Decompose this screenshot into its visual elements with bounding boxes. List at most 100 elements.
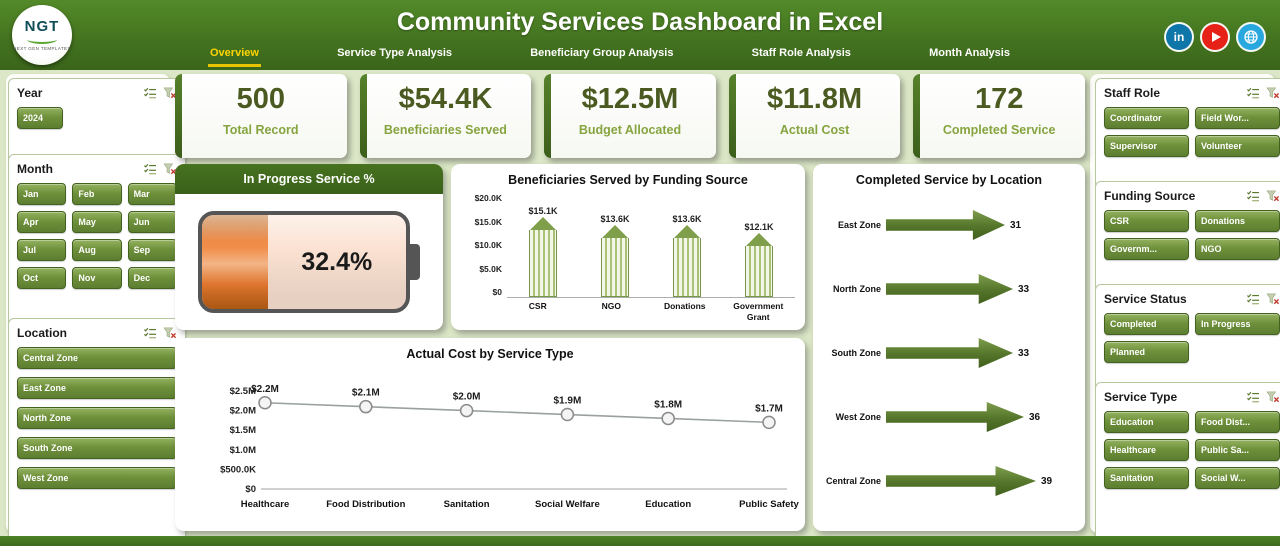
pencil-body xyxy=(529,230,557,297)
slicer-item-2024[interactable]: 2024 xyxy=(17,107,63,129)
clear-filter-icon[interactable] xyxy=(162,162,177,176)
pencil-body xyxy=(673,238,701,297)
y-tick-label: $1.0M xyxy=(230,445,256,456)
kpi-label: Completed Service xyxy=(942,123,1056,138)
value-label: 33 xyxy=(1018,283,1030,295)
battery-body: 32.4% xyxy=(198,211,410,313)
slicer-item-may[interactable]: May xyxy=(72,211,122,233)
slicer-item-sanitation[interactable]: Sanitation xyxy=(1104,467,1189,489)
slicer-item-coordinator[interactable]: Coordinator xyxy=(1104,107,1189,129)
slicer-item-supervisor[interactable]: Supervisor xyxy=(1104,135,1189,157)
slicer-item-social-w[interactable]: Social W... xyxy=(1195,467,1280,489)
slicer-item-education[interactable]: Education xyxy=(1104,411,1189,433)
multiselect-icon[interactable] xyxy=(142,86,157,100)
arrow-row-south-zone: South Zone 33 xyxy=(819,338,1077,368)
slicer-item-jul[interactable]: Jul xyxy=(17,239,67,261)
slicer-item-north-zone[interactable]: North Zone xyxy=(17,407,177,429)
x-axis-label: Government Grant xyxy=(733,301,784,322)
kpi-value: $12.5M xyxy=(581,83,679,115)
slicer-item-apr[interactable]: Apr xyxy=(17,211,67,233)
slicer-item-ngo[interactable]: NGO xyxy=(1195,238,1280,260)
arrow-bar-chart: East Zone 31 North Zone 33 South Zone 33 West … xyxy=(813,189,1085,521)
nav-tab-beneficiary-group-analysis[interactable]: Beneficiary Group Analysis xyxy=(530,47,674,59)
month-slicer: Month Jan Feb Mar Apr May Jun Jul Aug Sep Oct Nov D… xyxy=(8,154,186,328)
service-status-slicer-title: Service Status xyxy=(1104,292,1187,306)
slicer-item-volunteer[interactable]: Volunteer xyxy=(1195,135,1280,157)
slicer-item-donations[interactable]: Donations xyxy=(1195,210,1280,232)
kpi-row: 500 Total Record $54.4K Beneficiaries Serve… xyxy=(175,74,1085,158)
data-point-marker xyxy=(560,407,575,422)
data-point-marker xyxy=(258,396,272,410)
clear-filter-icon[interactable] xyxy=(1265,292,1280,306)
kpi-value: 500 xyxy=(236,83,285,115)
slicer-item-healthcare[interactable]: Healthcare xyxy=(1104,439,1189,461)
multiselect-icon[interactable] xyxy=(1245,189,1260,203)
kpi-card-total-record: 500 Total Record xyxy=(175,74,347,158)
slicer-item-planned[interactable]: Planned xyxy=(1104,341,1189,363)
slicer-item-east-zone[interactable]: East Zone xyxy=(17,377,177,399)
slicer-item-sep[interactable]: Sep xyxy=(127,239,177,261)
x-axis-label: Healthcare xyxy=(241,499,290,510)
pencil-bar-chart: $20.0K $15.0K $10.0K $5.0K $0 $15.1K $13.6K $1… xyxy=(451,189,805,298)
y-tick-label: $0 xyxy=(245,484,256,495)
nav-tab-month-analysis[interactable]: Month Analysis xyxy=(929,47,1010,59)
multiselect-icon[interactable] xyxy=(142,162,157,176)
nav-tab-overview[interactable]: Overview xyxy=(208,44,261,67)
completed-service-chart-card: Completed Service by Location East Zone 3… xyxy=(813,164,1085,531)
multiselect-icon[interactable] xyxy=(1245,86,1260,100)
arrow-row-north-zone: North Zone 33 xyxy=(819,274,1077,304)
clear-filter-icon[interactable] xyxy=(162,326,177,340)
arrow-bar xyxy=(886,210,1005,240)
x-axis-label: Public Safety xyxy=(739,499,799,510)
slicer-item-jan[interactable]: Jan xyxy=(17,183,67,205)
slicer-item-feb[interactable]: Feb xyxy=(72,183,122,205)
youtube-icon[interactable] xyxy=(1202,24,1228,50)
actual-cost-chart-card: Actual Cost by Service Type $2.5M $2.0M $1… xyxy=(175,338,805,531)
page-title: Community Services Dashboard in Excel xyxy=(396,8,884,36)
data-value-label: $2.1M xyxy=(352,388,380,399)
slicer-item-mar[interactable]: Mar xyxy=(127,183,177,205)
logo-brand-text: NGT xyxy=(24,18,60,35)
slicer-item-nov[interactable]: Nov xyxy=(72,267,122,289)
funding-source-slicer-items: CSR Donations Governm... NGO xyxy=(1104,210,1280,260)
slicer-item-in-progress[interactable]: In Progress xyxy=(1195,313,1280,335)
y-tick-label: $20.0K xyxy=(474,193,502,203)
slicer-item-field-wor[interactable]: Field Wor... xyxy=(1195,107,1280,129)
pencil-bar-csr: $15.1K xyxy=(507,206,579,297)
data-value-label: $1.9M xyxy=(554,396,582,407)
clear-filter-icon[interactable] xyxy=(1265,390,1280,404)
in-progress-gauge-card: In Progress Service % 32.4% xyxy=(175,164,443,330)
multiselect-icon[interactable] xyxy=(1245,390,1260,404)
clear-filter-icon[interactable] xyxy=(1265,86,1280,100)
clear-filter-icon[interactable] xyxy=(162,86,177,100)
header-bar: Community Services Dashboard in Excel Ov… xyxy=(0,0,1280,70)
slicer-item-west-zone[interactable]: West Zone xyxy=(17,467,177,489)
slicer-item-south-zone[interactable]: South Zone xyxy=(17,437,177,459)
slicer-item-public-sa[interactable]: Public Sa... xyxy=(1195,439,1280,461)
slicer-item-csr[interactable]: CSR xyxy=(1104,210,1189,232)
pencil-tip xyxy=(530,217,556,230)
slicer-item-central-zone[interactable]: Central Zone xyxy=(17,347,177,369)
nav-tab-staff-role-analysis[interactable]: Staff Role Analysis xyxy=(751,47,851,59)
globe-icon[interactable] xyxy=(1238,24,1264,50)
slicer-item-aug[interactable]: Aug xyxy=(72,239,122,261)
linkedin-icon[interactable]: in xyxy=(1166,24,1192,50)
multiselect-icon[interactable] xyxy=(142,326,157,340)
slicer-item-completed[interactable]: Completed xyxy=(1104,313,1189,335)
slicer-item-governm[interactable]: Governm... xyxy=(1104,238,1189,260)
pencil-bar-ngo: $13.6K xyxy=(579,214,651,297)
slicer-item-dec[interactable]: Dec xyxy=(127,267,177,289)
battery-gauge: 32.4% xyxy=(175,211,443,313)
x-axis-label: Sanitation xyxy=(444,499,490,510)
x-axis-label: Food Distribution xyxy=(326,499,405,510)
multiselect-icon[interactable] xyxy=(1245,292,1260,306)
y-tick-label: $0 xyxy=(492,287,502,297)
nav-tab-service-type-analysis[interactable]: Service Type Analysis xyxy=(337,47,453,59)
clear-filter-icon[interactable] xyxy=(1265,189,1280,203)
bar-value-label: $12.1K xyxy=(744,222,774,232)
data-value-label: $2.0M xyxy=(453,392,481,403)
slicer-item-jun[interactable]: Jun xyxy=(127,211,177,233)
slicer-item-oct[interactable]: Oct xyxy=(17,267,67,289)
slicer-item-food-dist[interactable]: Food Dist... xyxy=(1195,411,1280,433)
bar-value-label: $13.6K xyxy=(600,214,630,224)
